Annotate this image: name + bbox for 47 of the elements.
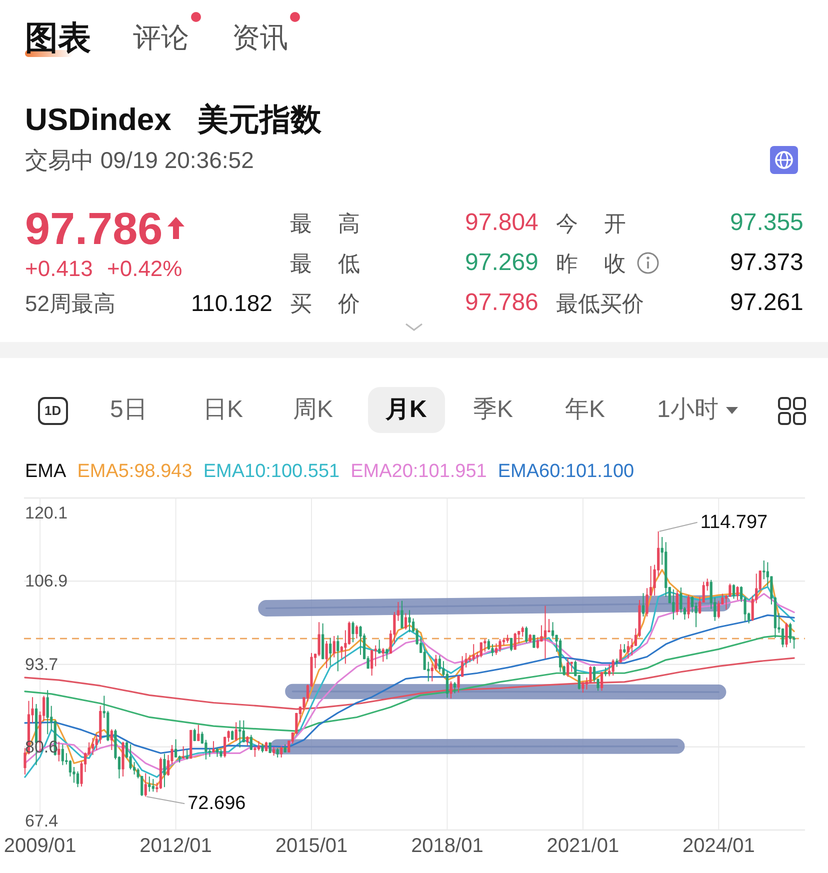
text: 评论 [133,22,189,54]
text: 最低买价 [556,290,644,316]
text: 昨收 [556,250,626,276]
legend-title: EMA [25,460,66,484]
text: 1小时 [657,396,718,424]
y-tick-label: 120.1 [25,504,68,522]
text: 52周最高 [25,290,116,316]
x-tick-label: 2009/01 [4,835,76,857]
text: 交易中 09/19 20:36:52 [25,147,254,174]
text: 97.786 [465,289,538,317]
text: 买价 [290,290,360,316]
text: +0.413 [25,256,93,281]
text: USDindex 美元指数 [25,102,322,138]
text: 资讯 [232,22,288,54]
text: 图表 [25,19,91,57]
text: 97.786 [25,203,163,255]
text: 5日 [110,396,148,424]
text: 97.355 [730,209,804,237]
text: 今开 [556,210,626,236]
x-tick-label: 2012/01 [140,835,212,857]
x-tick-label: 2021/01 [546,835,620,857]
x-tick-label: 2015/01 [275,835,348,857]
y-tick-label: 93.7 [25,654,58,674]
text: 最低 [290,250,360,276]
x-tick-label: 2024/01 [682,835,755,857]
text: 110.182 [191,290,272,316]
text: 日K [203,396,244,424]
text: 月K [368,387,445,433]
text: 季K [473,396,514,424]
text: 97.269 [465,249,538,277]
annotation: 114.797 [700,512,768,533]
text: 最高 [290,210,360,236]
text: +0.42% [107,256,182,281]
text: 年K [565,396,606,424]
y-tick-label: 106.9 [25,572,68,591]
text: 1D [44,402,62,418]
text: EMA5:98.943 [77,460,192,484]
text: EMA60:101.100 [498,460,634,484]
text: EMA20:101.951 [350,460,487,484]
text: 97.261 [730,289,804,317]
text: 97.804 [465,209,538,237]
annotation: 72.696 [188,793,246,814]
y-tick-label: 67.4 [25,812,58,830]
text: EMA10:100.551 [203,460,340,484]
x-tick-label: 2018/01 [411,835,484,857]
text: 97.373 [730,249,804,277]
text: 周K [293,396,334,424]
